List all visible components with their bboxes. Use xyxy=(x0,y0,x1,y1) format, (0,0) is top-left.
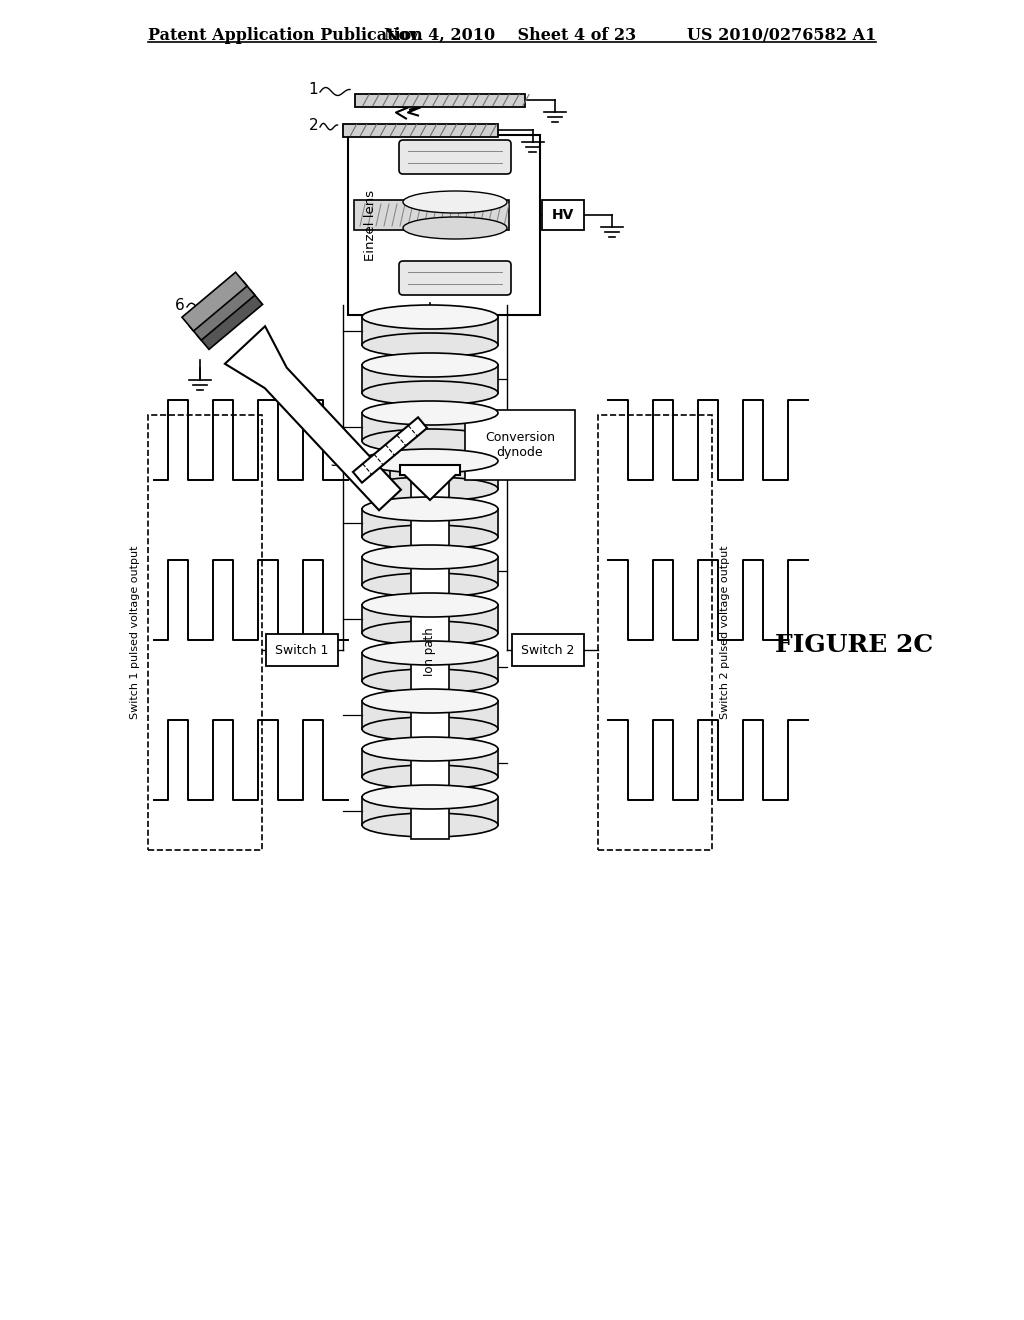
FancyBboxPatch shape xyxy=(348,135,540,315)
Polygon shape xyxy=(189,281,255,341)
FancyBboxPatch shape xyxy=(266,634,338,667)
Ellipse shape xyxy=(362,766,498,789)
Text: Einzel lens: Einzel lens xyxy=(364,190,377,260)
Polygon shape xyxy=(362,748,498,777)
Text: Switch 2 pulsed voltage output: Switch 2 pulsed voltage output xyxy=(720,545,730,719)
Ellipse shape xyxy=(362,477,498,502)
Text: 6: 6 xyxy=(175,297,185,313)
Ellipse shape xyxy=(362,498,498,521)
Polygon shape xyxy=(362,605,498,634)
Ellipse shape xyxy=(362,401,498,425)
FancyBboxPatch shape xyxy=(342,124,498,136)
Ellipse shape xyxy=(362,352,498,378)
FancyBboxPatch shape xyxy=(542,201,584,230)
Ellipse shape xyxy=(362,545,498,569)
Polygon shape xyxy=(362,413,498,441)
Polygon shape xyxy=(362,701,498,729)
Text: HV: HV xyxy=(552,209,574,222)
Ellipse shape xyxy=(362,737,498,762)
Ellipse shape xyxy=(362,620,498,645)
Ellipse shape xyxy=(362,689,498,713)
Ellipse shape xyxy=(362,593,498,616)
Polygon shape xyxy=(362,317,498,345)
Polygon shape xyxy=(353,417,427,483)
FancyBboxPatch shape xyxy=(354,201,509,230)
Text: Conversion
dynode: Conversion dynode xyxy=(485,432,555,459)
Text: Patent Application Publication: Patent Application Publication xyxy=(148,26,423,44)
Ellipse shape xyxy=(403,216,507,239)
Polygon shape xyxy=(225,326,401,511)
FancyBboxPatch shape xyxy=(399,261,511,294)
FancyBboxPatch shape xyxy=(512,634,584,667)
Ellipse shape xyxy=(362,429,498,453)
Ellipse shape xyxy=(362,449,498,473)
Text: US 2010/0276582 A1: US 2010/0276582 A1 xyxy=(687,26,876,44)
FancyBboxPatch shape xyxy=(148,414,262,850)
Polygon shape xyxy=(362,653,498,681)
Ellipse shape xyxy=(362,381,498,405)
Ellipse shape xyxy=(362,813,498,837)
Ellipse shape xyxy=(362,785,498,809)
Text: Switch 1 pulsed voltage output: Switch 1 pulsed voltage output xyxy=(130,545,140,719)
Ellipse shape xyxy=(362,573,498,597)
Ellipse shape xyxy=(362,642,498,665)
Text: 9: 9 xyxy=(331,454,340,470)
Polygon shape xyxy=(362,557,498,585)
FancyBboxPatch shape xyxy=(399,140,511,174)
Ellipse shape xyxy=(362,717,498,741)
Polygon shape xyxy=(198,290,262,350)
Ellipse shape xyxy=(362,305,498,329)
Polygon shape xyxy=(362,366,498,393)
Text: Switch 2: Switch 2 xyxy=(521,644,574,656)
Text: Switch 1: Switch 1 xyxy=(275,644,329,656)
Polygon shape xyxy=(400,465,460,500)
Ellipse shape xyxy=(362,669,498,693)
Polygon shape xyxy=(362,461,498,488)
FancyBboxPatch shape xyxy=(598,414,712,850)
Text: 1: 1 xyxy=(308,82,318,98)
Polygon shape xyxy=(362,510,498,537)
Text: FIGURE 2C: FIGURE 2C xyxy=(775,634,933,657)
Ellipse shape xyxy=(403,191,507,213)
FancyBboxPatch shape xyxy=(411,465,449,840)
FancyBboxPatch shape xyxy=(355,94,525,107)
Text: Nov. 4, 2010    Sheet 4 of 23: Nov. 4, 2010 Sheet 4 of 23 xyxy=(384,26,636,44)
Polygon shape xyxy=(182,272,247,331)
Text: 2: 2 xyxy=(308,117,318,132)
Ellipse shape xyxy=(362,333,498,356)
Polygon shape xyxy=(362,797,498,825)
Text: Ion path: Ion path xyxy=(424,627,436,676)
FancyBboxPatch shape xyxy=(465,411,575,480)
Ellipse shape xyxy=(362,525,498,549)
